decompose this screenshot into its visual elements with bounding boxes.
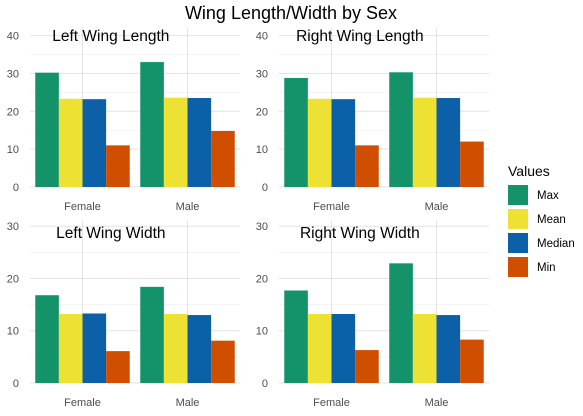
legend-title: Values: [508, 163, 550, 179]
y-tick-label: 10: [7, 144, 19, 156]
bar-mean-male: [163, 314, 188, 383]
y-tick-label: 30: [256, 221, 268, 233]
bar-mean-male: [412, 314, 437, 383]
panel-2: 0 10 20 30 Female Male Left Wing Width: [7, 221, 240, 409]
bar-min-female: [106, 145, 130, 187]
x-tick-label: Female: [64, 397, 101, 409]
y-tick-label: 40: [256, 31, 268, 43]
legend-key-min: [508, 257, 528, 277]
bar-median-male: [187, 98, 212, 187]
panel-title: Right Wing Width: [300, 225, 420, 242]
y-tick-label: 0: [13, 378, 19, 390]
bar-max-male: [140, 286, 164, 383]
panel-1: 0 10 20 30 40 Female Male Right Wing Length: [256, 28, 489, 213]
bar-min-female: [106, 351, 130, 383]
legend-key-max: [508, 185, 528, 205]
bar-median-male: [436, 315, 461, 383]
bar-mean-male: [412, 97, 437, 187]
bar-mean-female: [58, 314, 83, 383]
bar-mean-female: [307, 314, 332, 383]
bar-min-male: [460, 141, 484, 187]
y-tick-label: 0: [262, 182, 268, 194]
y-tick-label: 40: [7, 31, 19, 43]
y-tick-label: 10: [256, 144, 268, 156]
y-tick-label: 10: [256, 326, 268, 338]
x-tick-label: Male: [176, 397, 200, 409]
y-tick-label: 10: [7, 326, 19, 338]
bar-max-male: [140, 62, 164, 188]
panel-0: 0 10 20 30 40 Female Male Left Wing Length: [7, 28, 240, 213]
legend-key-mean: [508, 209, 528, 229]
y-tick-label: 30: [7, 68, 19, 80]
x-tick-label: Female: [313, 397, 350, 409]
bar-max-male: [389, 263, 413, 383]
legend-label-median: Median: [537, 238, 575, 250]
x-tick-label: Female: [64, 201, 101, 213]
legend-label-max: Max: [537, 190, 559, 202]
x-tick-label: Male: [425, 201, 449, 213]
panel-title: Left Wing Width: [56, 225, 165, 242]
bar-mean-female: [307, 98, 332, 187]
x-tick-label: Female: [313, 201, 350, 213]
legend-key-median: [508, 233, 528, 253]
y-tick-label: 20: [256, 273, 268, 285]
y-tick-label: 0: [262, 378, 268, 390]
x-tick-label: Male: [425, 397, 449, 409]
y-tick-label: 20: [7, 106, 19, 118]
panel-3: 0 10 20 30 Female Male Right Wing Width: [256, 221, 489, 409]
y-tick-label: 20: [7, 273, 19, 285]
bar-median-female: [82, 99, 107, 187]
bar-median-male: [187, 315, 212, 383]
figure-title: Wing Length/Width by Sex: [185, 3, 397, 23]
panel-title: Left Wing Length: [52, 28, 169, 45]
y-tick-label: 20: [256, 106, 268, 118]
bar-mean-female: [58, 98, 83, 187]
bar-mean-male: [163, 97, 188, 187]
x-tick-label: Male: [176, 201, 200, 213]
bar-median-female: [331, 314, 356, 383]
y-tick-label: 30: [256, 68, 268, 80]
legend: Values Max Mean Median Min: [508, 163, 575, 277]
bar-max-male: [389, 72, 413, 187]
bar-min-female: [355, 350, 379, 383]
bar-min-male: [211, 340, 235, 383]
panels: 0 10 20 30 40 Female Male Left Wing Length 0 10 20…: [7, 28, 489, 409]
bar-median-female: [331, 99, 356, 187]
y-tick-label: 30: [7, 221, 19, 233]
bar-min-female: [355, 145, 379, 187]
bar-max-female: [35, 72, 59, 187]
bar-min-male: [211, 130, 235, 187]
legend-label-min: Min: [537, 262, 556, 274]
bar-median-male: [436, 98, 461, 187]
bar-max-female: [284, 77, 308, 187]
bar-max-female: [35, 295, 59, 383]
bar-median-female: [82, 313, 107, 383]
panel-title: Right Wing Length: [296, 28, 424, 45]
bar-min-male: [460, 339, 484, 383]
legend-label-mean: Mean: [537, 214, 566, 226]
bar-max-female: [284, 290, 308, 383]
y-tick-label: 0: [13, 182, 19, 194]
